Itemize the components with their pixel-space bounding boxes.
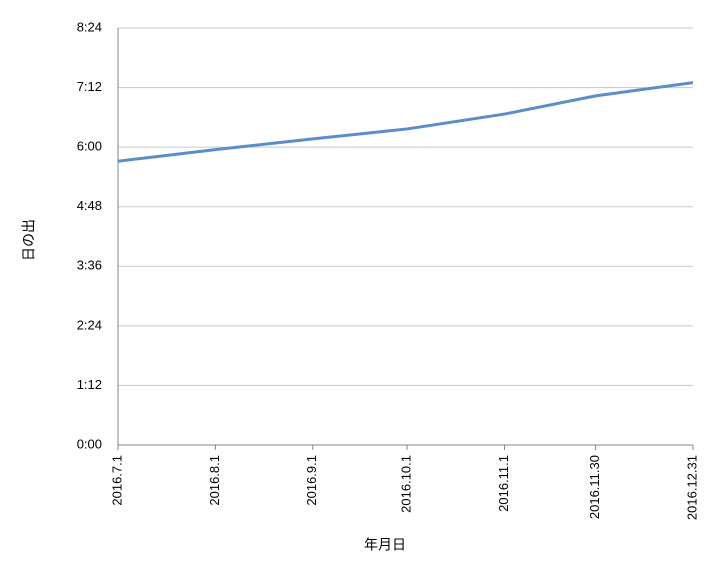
y-axis-label: 日の出 (21, 219, 37, 261)
y-tick-label: 8:24 (77, 19, 102, 34)
x-axis-label: 年月日 (364, 537, 406, 553)
y-tick-label: 7:12 (77, 79, 102, 94)
x-tick-label: 2016.11.30 (587, 455, 602, 519)
x-tick-label: 2016.10.1 (399, 455, 414, 513)
y-tick-label: 2:24 (77, 317, 102, 332)
y-tick-label: 1:12 (77, 377, 102, 392)
series-line (117, 81, 694, 163)
x-tick-label: 2016.11.1 (496, 455, 511, 512)
x-tick-label: 2016.7.1 (109, 455, 124, 506)
y-tick-label: 4:48 (77, 198, 102, 213)
y-tick-label: 6:00 (77, 139, 102, 154)
x-tick-label: 2016.9.1 (304, 455, 319, 506)
y-tick-label: 0:00 (77, 436, 102, 451)
y-tick-label: 3:36 (77, 258, 102, 273)
x-tick-label: 2016.8.1 (207, 455, 222, 506)
x-tick-label: 2016.12.31 (684, 455, 699, 520)
